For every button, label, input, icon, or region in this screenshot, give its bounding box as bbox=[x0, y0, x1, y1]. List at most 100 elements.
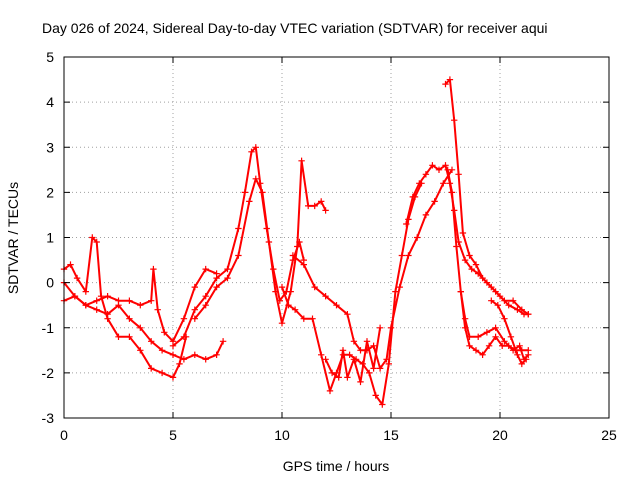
data-point bbox=[311, 283, 318, 291]
y-tick-label: 5 bbox=[46, 49, 54, 65]
data-point bbox=[180, 333, 188, 340]
data-point bbox=[158, 347, 166, 354]
data-point bbox=[403, 220, 410, 228]
data-point bbox=[431, 198, 438, 205]
data-point bbox=[148, 338, 155, 345]
data-point bbox=[525, 311, 532, 318]
data-point bbox=[376, 324, 384, 331]
y-tick-label: 3 bbox=[46, 139, 54, 155]
data-point bbox=[457, 288, 464, 295]
data-point bbox=[73, 274, 81, 282]
data-point bbox=[499, 342, 506, 349]
data-point bbox=[442, 162, 449, 169]
data-point bbox=[344, 311, 351, 318]
data-point bbox=[248, 148, 255, 155]
data-point bbox=[357, 378, 364, 386]
data-point bbox=[180, 356, 188, 363]
y-axis-label: SDTVAR / TECUs bbox=[5, 182, 21, 294]
data-point bbox=[479, 274, 486, 282]
data-point bbox=[224, 274, 231, 282]
data-point bbox=[442, 80, 449, 88]
data-point bbox=[326, 387, 334, 395]
series-track-7 bbox=[289, 166, 456, 372]
data-point bbox=[496, 293, 504, 300]
data-point bbox=[363, 338, 371, 345]
data-point bbox=[448, 189, 456, 196]
data-point bbox=[422, 171, 430, 178]
data-point bbox=[492, 333, 499, 340]
data-point bbox=[372, 392, 379, 399]
data-point bbox=[93, 297, 100, 304]
data-point bbox=[435, 166, 443, 173]
data-point bbox=[505, 302, 512, 309]
x-axis-label: GPS time / hours bbox=[283, 458, 390, 474]
data-point bbox=[479, 351, 486, 358]
data-point bbox=[379, 401, 386, 408]
data-point bbox=[507, 333, 515, 340]
data-point bbox=[158, 369, 166, 377]
series-line bbox=[405, 164, 529, 316]
data-point bbox=[494, 302, 501, 309]
x-axis: 0 5 10 15 20 25 bbox=[60, 57, 617, 443]
data-point bbox=[169, 351, 177, 358]
data-point bbox=[126, 333, 133, 340]
x-tick-label: 10 bbox=[274, 427, 290, 443]
data-point bbox=[191, 306, 198, 313]
series-track-1 bbox=[60, 234, 190, 381]
data-point bbox=[278, 283, 286, 291]
data-point bbox=[398, 252, 406, 259]
chart-grid bbox=[64, 57, 609, 418]
data-point bbox=[191, 315, 198, 322]
data-point bbox=[488, 297, 495, 304]
data-point bbox=[89, 234, 96, 241]
data-point bbox=[485, 342, 493, 349]
data-point bbox=[202, 265, 209, 273]
data-point bbox=[483, 329, 491, 336]
data-point bbox=[514, 351, 521, 358]
y-tick-label: 0 bbox=[46, 275, 54, 291]
data-point bbox=[213, 283, 220, 291]
data-point bbox=[115, 297, 122, 304]
data-point bbox=[475, 333, 482, 340]
data-point bbox=[387, 324, 395, 331]
data-point bbox=[466, 333, 473, 340]
y-tick-label: 2 bbox=[46, 184, 54, 200]
data-point bbox=[213, 274, 220, 282]
data-point bbox=[322, 356, 329, 363]
data-point bbox=[318, 351, 325, 358]
data-point bbox=[518, 360, 525, 368]
data-point bbox=[259, 189, 266, 196]
data-point bbox=[339, 347, 347, 354]
series-track-8 bbox=[322, 324, 384, 386]
data-point bbox=[516, 342, 523, 349]
chart-title: Day 026 of 2024, Sidereal Day-to-day VTE… bbox=[42, 20, 548, 36]
data-point bbox=[137, 302, 144, 309]
data-point bbox=[322, 207, 329, 214]
data-point bbox=[333, 302, 340, 309]
data-point bbox=[350, 356, 358, 363]
data-point bbox=[148, 365, 155, 372]
y-tick-label: 1 bbox=[46, 230, 54, 246]
data-point bbox=[148, 297, 155, 304]
series-track-9 bbox=[403, 162, 532, 318]
series-line bbox=[292, 169, 453, 370]
data-point bbox=[291, 306, 299, 313]
series-track-4 bbox=[169, 144, 307, 349]
series-track-6 bbox=[278, 180, 425, 408]
data-point bbox=[409, 193, 416, 201]
data-point bbox=[514, 306, 521, 313]
data-point bbox=[93, 306, 100, 313]
data-point bbox=[335, 374, 342, 381]
data-point bbox=[350, 338, 358, 345]
data-point bbox=[446, 76, 454, 83]
data-point bbox=[525, 351, 532, 358]
data-point bbox=[294, 243, 301, 250]
data-point bbox=[376, 365, 384, 372]
data-point bbox=[385, 360, 392, 368]
data-point bbox=[300, 315, 307, 322]
data-point bbox=[344, 374, 351, 381]
data-point bbox=[461, 256, 469, 264]
data-point bbox=[455, 171, 462, 178]
data-point bbox=[311, 202, 318, 210]
data-point bbox=[501, 338, 508, 345]
